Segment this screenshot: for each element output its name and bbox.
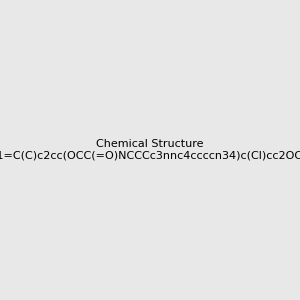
Text: Chemical Structure
CC1=C(C)c2cc(OCC(=O)NCCCc3nnc4ccccn34)c(Cl)cc2OC1=: Chemical Structure CC1=C(C)c2cc(OCC(=O)N… [0, 139, 300, 161]
